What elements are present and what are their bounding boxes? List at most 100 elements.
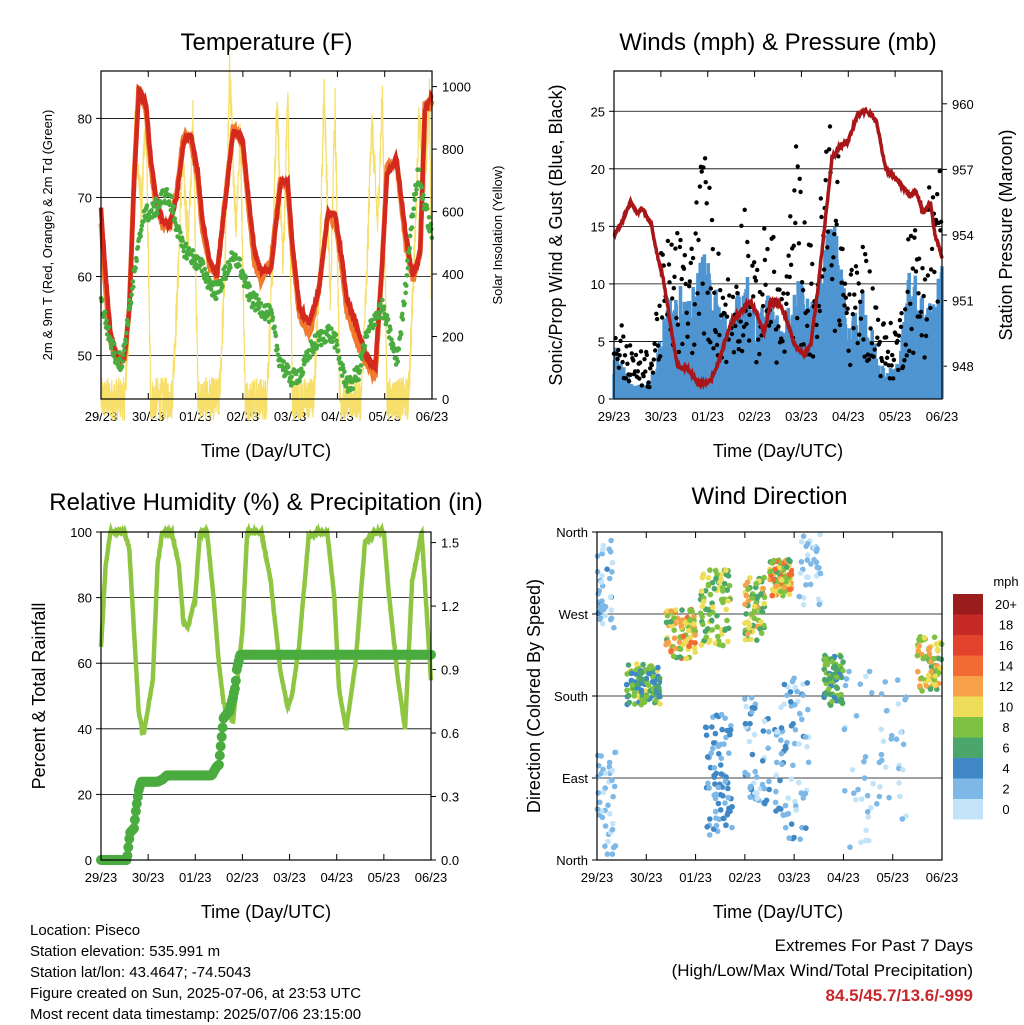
gust-point bbox=[884, 335, 889, 340]
direction-point bbox=[628, 677, 635, 684]
gust-point bbox=[703, 180, 708, 185]
gust-point bbox=[825, 229, 831, 234]
direction-point bbox=[640, 661, 646, 668]
direction-point bbox=[715, 743, 722, 750]
direction-point bbox=[639, 697, 645, 703]
y-tick-label: West bbox=[559, 607, 589, 622]
direction-point bbox=[611, 624, 617, 631]
direction-point bbox=[802, 734, 809, 740]
direction-point bbox=[719, 584, 726, 591]
direction-point bbox=[753, 580, 759, 587]
gust-point bbox=[710, 246, 715, 252]
gust-point bbox=[690, 350, 695, 356]
direction-point bbox=[834, 685, 841, 692]
gust-point bbox=[675, 231, 680, 236]
dewpoint-point bbox=[202, 266, 208, 272]
direction-point bbox=[713, 575, 719, 582]
relative-humidity-line bbox=[98, 521, 434, 737]
direction-point bbox=[817, 531, 824, 538]
direction-point bbox=[599, 620, 606, 627]
direction-point bbox=[747, 575, 753, 581]
dewpoint-point bbox=[186, 246, 192, 251]
direction-point bbox=[677, 654, 683, 660]
direction-point bbox=[668, 623, 675, 629]
direction-point bbox=[874, 801, 880, 807]
dewpoint-point bbox=[390, 342, 396, 347]
plot-frame bbox=[613, 70, 943, 400]
dewpoint-point bbox=[388, 327, 393, 333]
gust-point bbox=[906, 237, 911, 242]
direction-point bbox=[805, 552, 811, 558]
direction-point bbox=[851, 790, 857, 796]
direction-point bbox=[698, 642, 705, 648]
dewpoint-point bbox=[286, 370, 292, 376]
direction-point bbox=[781, 584, 787, 591]
direction-point bbox=[634, 681, 641, 687]
direction-point bbox=[825, 686, 832, 692]
dewpoint-point bbox=[416, 167, 422, 173]
gust-point bbox=[905, 289, 910, 294]
dewpoint-point bbox=[347, 374, 353, 380]
gust-point bbox=[731, 350, 737, 355]
gust-point bbox=[840, 246, 845, 252]
gust-point bbox=[824, 149, 829, 154]
gust-point bbox=[830, 276, 835, 282]
gust-point bbox=[654, 316, 660, 322]
gust-point bbox=[774, 360, 779, 365]
direction-series bbox=[594, 531, 945, 857]
colorbar-label: 16 bbox=[999, 638, 1013, 653]
gust-point bbox=[875, 317, 881, 322]
direction-point bbox=[710, 745, 716, 752]
direction-point bbox=[807, 581, 814, 588]
direction-point bbox=[917, 634, 924, 640]
gust-point bbox=[896, 333, 902, 338]
direction-point bbox=[602, 823, 609, 829]
direction-point bbox=[896, 780, 902, 786]
gust-point bbox=[827, 124, 833, 129]
precip-point bbox=[130, 806, 141, 817]
dewpoint-point bbox=[339, 373, 345, 379]
direction-point bbox=[670, 653, 677, 660]
direction-point bbox=[653, 697, 659, 704]
gust-point bbox=[924, 317, 929, 322]
gust-point bbox=[870, 286, 875, 291]
gust-point bbox=[800, 288, 806, 293]
precip-point bbox=[122, 850, 133, 861]
panel-title: Relative Humidity (%) & Precipitation (i… bbox=[49, 489, 482, 516]
direction-point bbox=[706, 832, 713, 838]
dewpoint-point bbox=[257, 304, 262, 310]
y2-tick-label: 1.5 bbox=[441, 536, 459, 551]
direction-point bbox=[774, 729, 780, 735]
direction-point bbox=[690, 627, 696, 633]
gust-point bbox=[682, 253, 687, 258]
gust-point bbox=[891, 376, 896, 381]
dewpoint-point bbox=[228, 265, 233, 270]
direction-point bbox=[831, 663, 838, 669]
y-tick-label: 20 bbox=[591, 162, 605, 177]
direction-point bbox=[704, 754, 711, 760]
x-tick-label: 29/23 bbox=[598, 409, 631, 424]
gust-point bbox=[637, 376, 642, 381]
gust-point bbox=[907, 348, 912, 354]
direction-point bbox=[876, 793, 883, 800]
direction-point bbox=[921, 635, 928, 641]
gust-point bbox=[690, 255, 696, 261]
gust-point bbox=[795, 315, 800, 321]
direction-point bbox=[718, 711, 725, 718]
gust-point bbox=[845, 306, 850, 311]
direction-point bbox=[599, 814, 606, 821]
direction-point bbox=[676, 639, 683, 645]
dewpoint-point bbox=[237, 263, 242, 268]
precip-point bbox=[213, 759, 224, 770]
y2-tick-label: 400 bbox=[442, 267, 464, 282]
gust-point bbox=[908, 233, 914, 239]
gust-point bbox=[782, 349, 787, 354]
direction-point bbox=[706, 785, 712, 791]
plot-frame bbox=[100, 70, 433, 400]
x-tick-label: 06/23 bbox=[416, 409, 449, 424]
station-latlon: Station lat/lon: 43.4647; -74.5043 bbox=[30, 964, 252, 981]
direction-point bbox=[805, 706, 811, 713]
direction-point bbox=[838, 654, 844, 660]
direction-point bbox=[773, 788, 779, 795]
colorbar-swatch bbox=[953, 676, 983, 697]
